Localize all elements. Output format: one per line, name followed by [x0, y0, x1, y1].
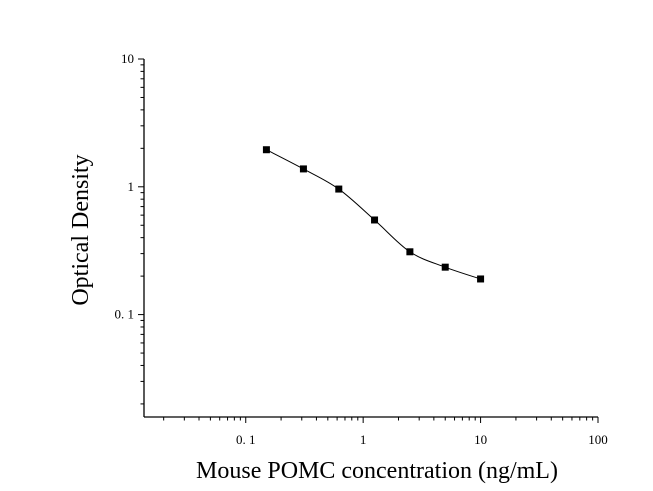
data-point	[335, 185, 343, 193]
x-tick-label: 0. 1	[236, 432, 256, 447]
data-point	[262, 146, 270, 154]
axes	[143, 59, 598, 418]
x-axis-title: Mouse POMC concentration (ng/mL)	[196, 458, 558, 484]
data-point	[441, 263, 449, 271]
y-tick-label: 0. 1	[115, 307, 135, 322]
x-tick-label: 10	[474, 432, 487, 447]
tick-labels: 0. 1 1 10 100 0. 1 1 10	[115, 51, 608, 447]
y-tick-label: 10	[121, 51, 134, 66]
y-tick-label: 1	[128, 179, 135, 194]
x-tick-label: 1	[360, 432, 367, 447]
data-point	[371, 216, 379, 224]
fit-curve-line	[266, 149, 481, 280]
data-point	[477, 275, 485, 283]
y-axis-title: Optical Density	[68, 154, 94, 305]
data-point	[406, 248, 414, 256]
tick-marks	[138, 58, 599, 423]
data-point	[299, 165, 307, 173]
x-tick-label: 100	[588, 432, 608, 447]
data-points	[262, 146, 485, 283]
